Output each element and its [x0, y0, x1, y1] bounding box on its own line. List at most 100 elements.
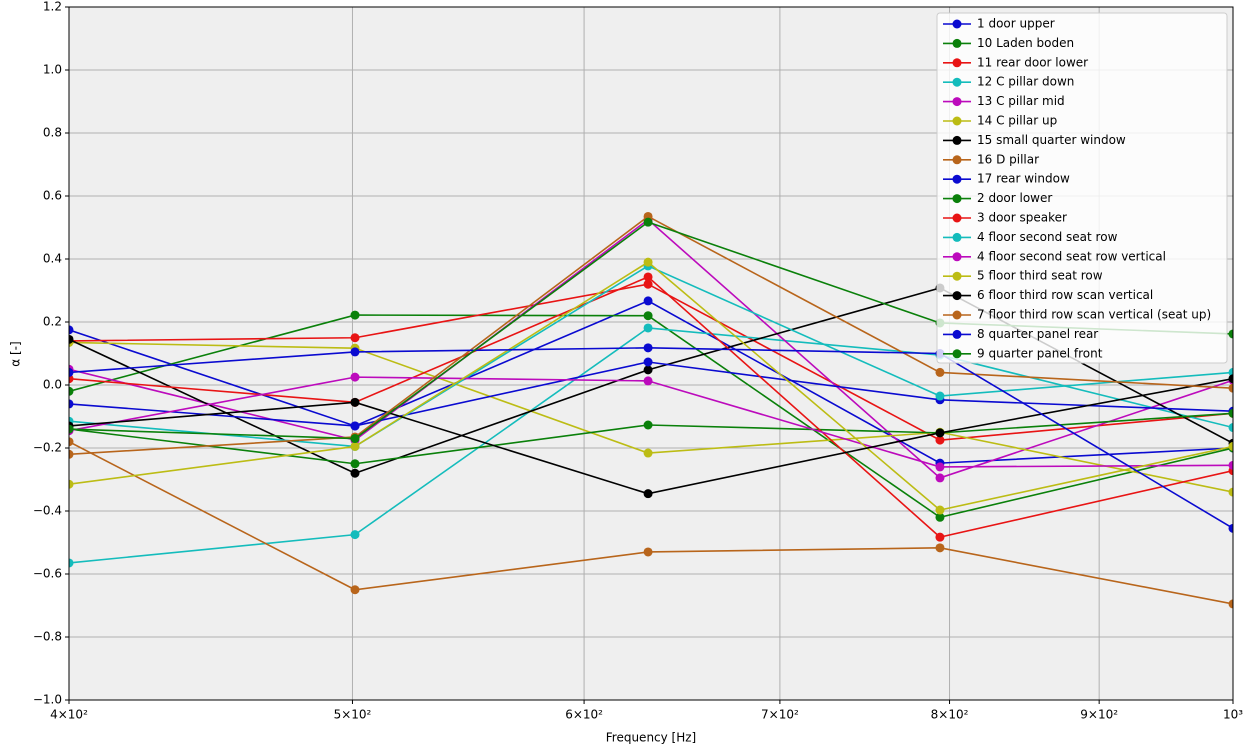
- data-point: [1228, 460, 1233, 470]
- legend-marker: [952, 349, 962, 359]
- data-point: [350, 585, 360, 595]
- x-tick-label: 6×10²: [565, 708, 603, 722]
- y-tick-label: 1.2: [43, 0, 62, 14]
- data-point: [350, 310, 360, 320]
- data-point: [643, 365, 653, 375]
- legend-label: 9 quarter panel front: [977, 346, 1103, 360]
- data-point: [350, 347, 360, 357]
- legend-marker: [952, 252, 962, 262]
- legend-label: 5 floor third seat row: [977, 269, 1103, 283]
- data-point: [69, 449, 74, 459]
- data-point: [643, 343, 653, 353]
- legend-marker: [952, 271, 962, 281]
- data-point: [935, 391, 945, 401]
- data-point: [350, 421, 360, 431]
- data-point: [935, 543, 945, 553]
- legend-marker: [952, 38, 962, 48]
- legend-label: 13 C pillar mid: [977, 94, 1065, 108]
- data-point: [935, 435, 945, 445]
- data-point: [643, 357, 653, 367]
- data-point: [69, 334, 74, 344]
- legend-marker: [952, 194, 962, 204]
- legend-marker: [952, 77, 962, 87]
- data-point: [643, 217, 653, 227]
- data-point: [350, 397, 360, 407]
- x-tick-label: 7×10²: [761, 708, 799, 722]
- legend-label: 4 floor second seat row: [977, 230, 1118, 244]
- legend-marker: [952, 116, 962, 126]
- legend-label: 4 floor second seat row vertical: [977, 249, 1166, 263]
- legend-label: 6 floor third row scan vertical: [977, 288, 1153, 302]
- y-tick-label: 0.2: [43, 315, 62, 329]
- legend-box: [936, 12, 1228, 364]
- data-point: [643, 448, 653, 458]
- legend-marker: [952, 291, 962, 301]
- legend-label: 8 quarter panel rear: [977, 327, 1098, 341]
- data-point: [69, 424, 74, 434]
- legend-marker: [952, 232, 962, 242]
- y-tick-label: −0.4: [33, 504, 62, 518]
- x-tick-label: 4×10²: [50, 708, 88, 722]
- legend-label: 12 C pillar down: [977, 75, 1074, 89]
- data-point: [1228, 441, 1233, 451]
- y-axis-label: α [-]: [9, 341, 23, 366]
- data-point: [69, 399, 74, 409]
- data-point: [69, 367, 74, 377]
- legend-marker: [952, 213, 962, 223]
- x-axis-label: Frequency [Hz]: [606, 731, 697, 745]
- plot-series: [69, 211, 1233, 609]
- data-point: [935, 512, 945, 522]
- data-point: [350, 441, 360, 451]
- legend-marker: [952, 58, 962, 68]
- data-point: [69, 325, 74, 335]
- legend-marker: [952, 19, 962, 29]
- legend-label: 11 rear door lower: [977, 55, 1088, 69]
- data-point: [350, 372, 360, 382]
- data-point: [935, 428, 945, 438]
- y-tick-label: 0.6: [43, 189, 62, 203]
- x-tick-label: 10³: [1223, 708, 1243, 722]
- data-point: [643, 376, 653, 386]
- data-point: [935, 532, 945, 542]
- data-point: [69, 437, 74, 447]
- legend-label: 17 rear window: [977, 172, 1070, 186]
- data-point: [643, 257, 653, 267]
- legend-marker: [952, 174, 962, 184]
- y-tick-label: 0.4: [43, 252, 62, 266]
- data-point: [350, 468, 360, 478]
- data-point: [69, 386, 74, 396]
- data-point: [350, 434, 360, 444]
- y-tick-label: −0.2: [33, 441, 62, 455]
- legend-marker: [952, 135, 962, 145]
- data-point: [1228, 383, 1233, 393]
- data-point: [643, 279, 653, 289]
- data-point: [1228, 329, 1233, 339]
- legend-marker: [952, 155, 962, 165]
- legend-label: 1 door upper: [977, 17, 1055, 31]
- y-tick-label: 0.0: [43, 378, 62, 392]
- legend-label: 2 door lower: [977, 191, 1052, 205]
- data-point: [643, 547, 653, 557]
- data-point: [1228, 423, 1233, 433]
- legend-marker: [952, 97, 962, 107]
- legend-label: 14 C pillar up: [977, 114, 1057, 128]
- data-point: [643, 420, 653, 430]
- y-tick-label: 1.0: [43, 63, 62, 77]
- y-tick-label: −0.8: [33, 630, 62, 644]
- data-point: [69, 558, 74, 568]
- data-point: [935, 367, 945, 377]
- data-point: [643, 272, 653, 282]
- data-point: [935, 462, 945, 472]
- x-tick-label: 9×10²: [1080, 708, 1118, 722]
- data-point: [350, 530, 360, 540]
- data-point: [1228, 374, 1233, 384]
- data-point: [643, 296, 653, 306]
- data-point: [643, 489, 653, 499]
- plot-frame: [68, 6, 1234, 701]
- data-point: [643, 323, 653, 333]
- data-point: [1228, 599, 1233, 609]
- data-point: [935, 505, 945, 515]
- legend-label: 15 small quarter window: [977, 133, 1126, 147]
